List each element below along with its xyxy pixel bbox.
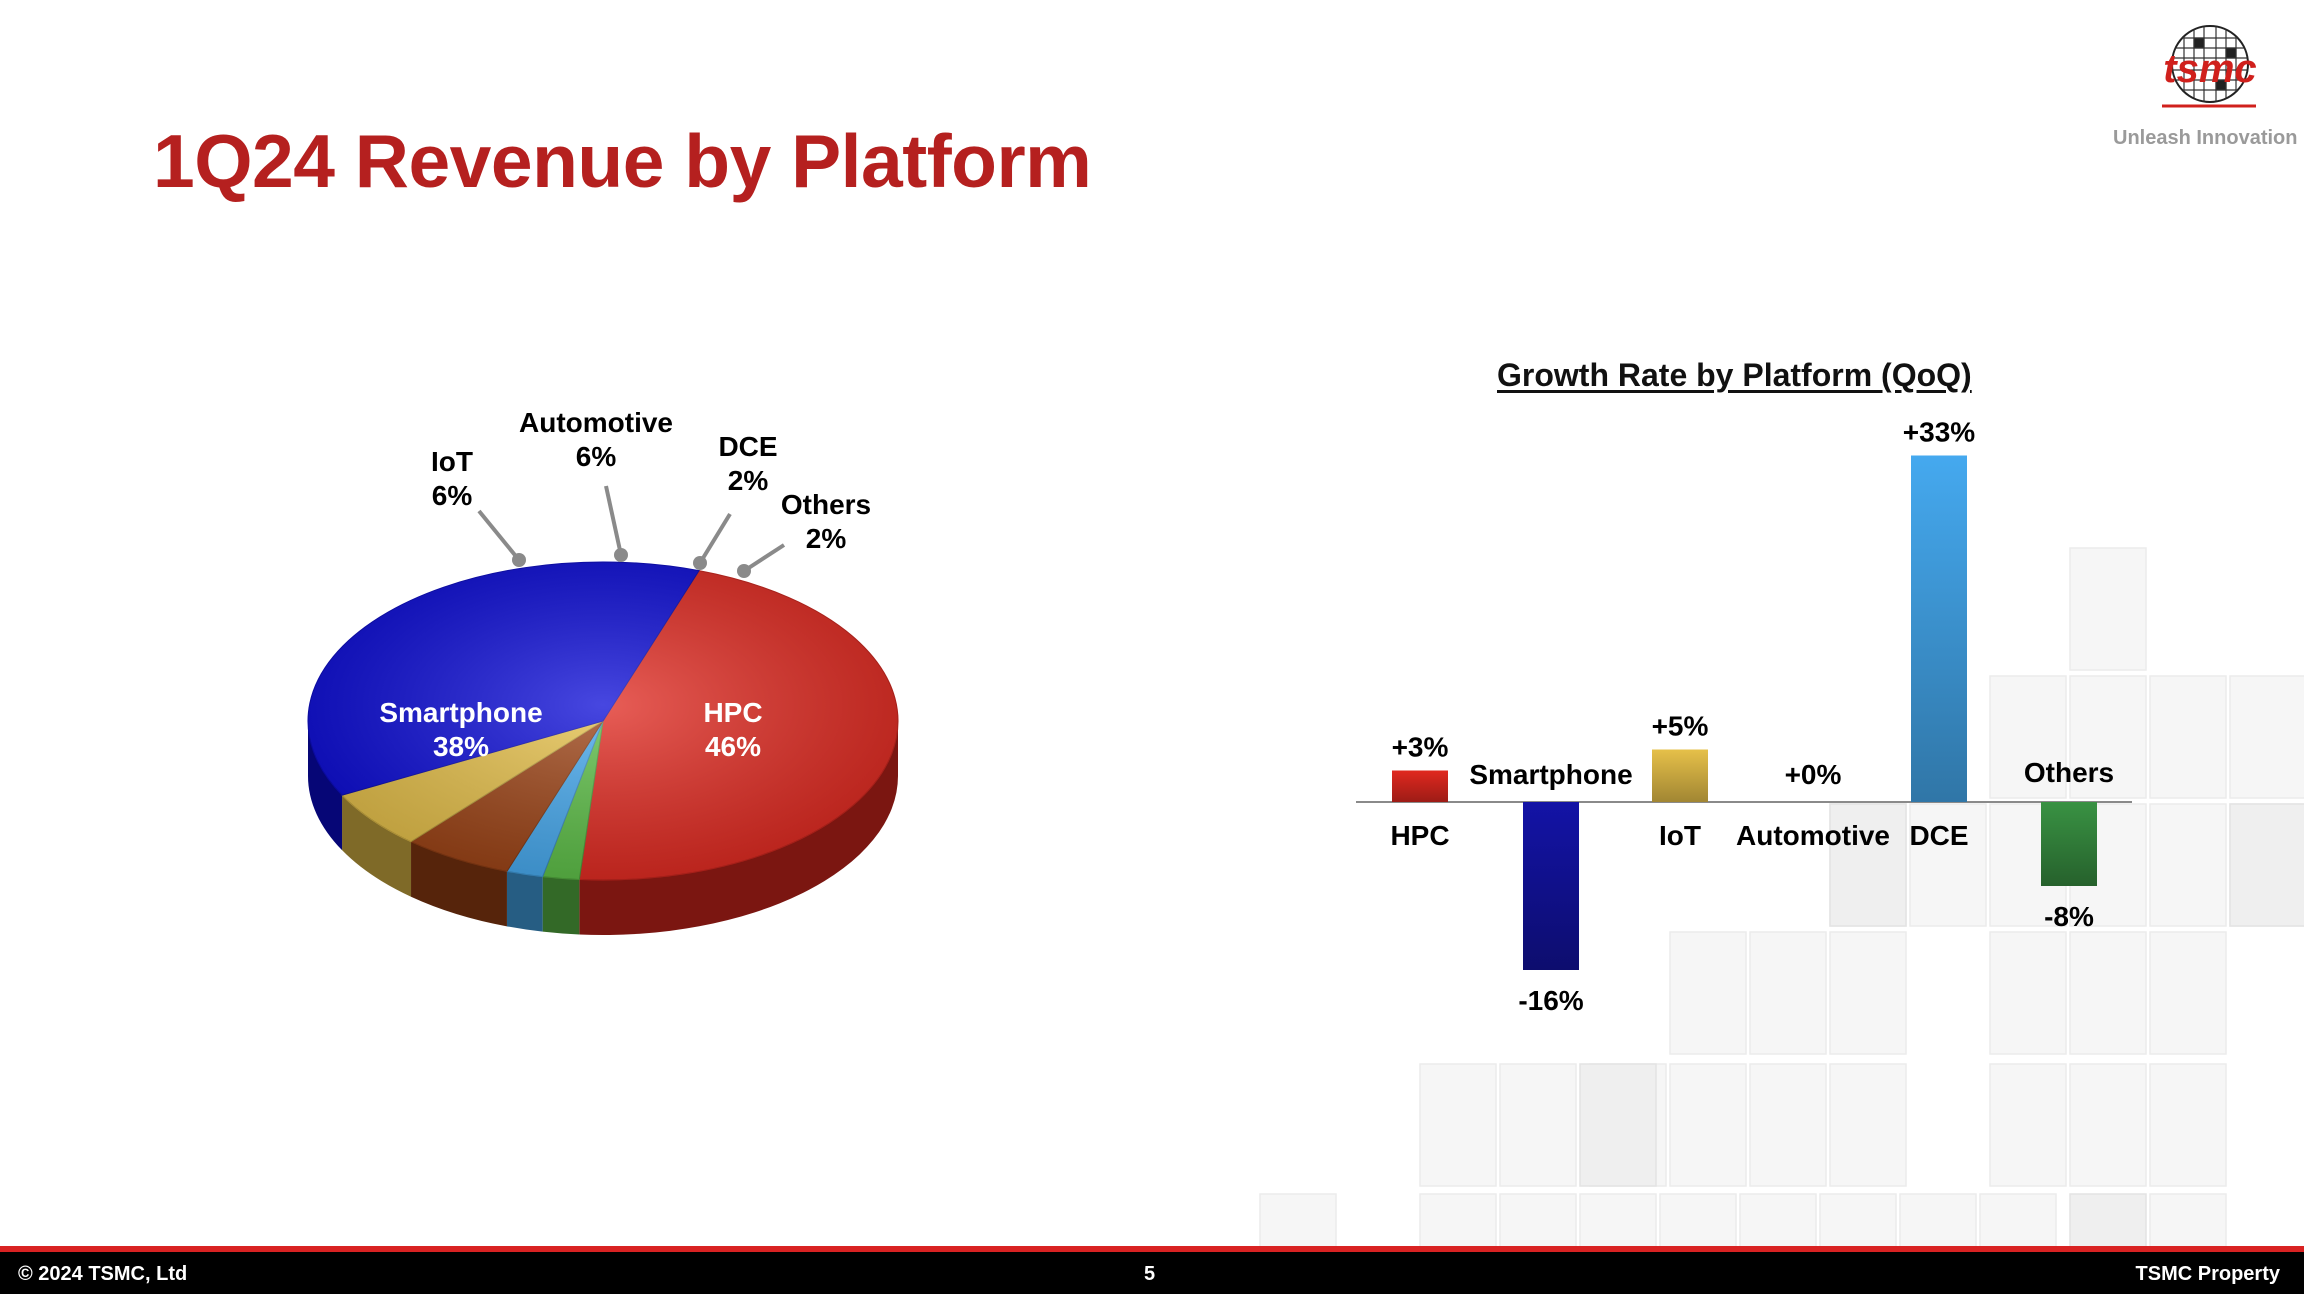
pie-leader-others: [742, 543, 786, 573]
bar-chart-title: Growth Rate by Platform (QoQ): [1497, 357, 1972, 393]
pie-value-hpc: 46%: [705, 731, 761, 762]
footer-page-number: 5: [1144, 1263, 1156, 1285]
footer-accent-line: [0, 1246, 2304, 1252]
pie-leader-dce: [698, 512, 732, 565]
bar-others: [2041, 802, 2097, 886]
bar-smartphone: [1523, 802, 1579, 970]
bar-value-smartphone: -16%: [1518, 985, 1583, 1016]
pie-side-others: [542, 876, 580, 935]
pie-label-dce: DCE: [718, 431, 777, 462]
bar-category-iot: IoT: [1659, 820, 1701, 851]
bar-value-hpc: +3%: [1392, 732, 1449, 763]
pie-leader-dot-others: [737, 564, 751, 578]
pie-leader-dot-automotive: [614, 548, 628, 562]
bar-category-automotive: Automotive: [1736, 820, 1890, 851]
bar-iot: [1652, 749, 1708, 802]
bar-category-others: Others: [2024, 757, 2114, 788]
bar-category-dce: DCE: [1909, 820, 1968, 851]
bar-labels: +3% HPC -16% Smartphone +5% IoT +0% Automotive +…: [1390, 417, 2114, 1017]
pie-value-automotive: 6%: [576, 441, 617, 472]
pie-side-dce: [506, 871, 543, 932]
bars: [1392, 455, 2097, 970]
tagline: Unleash Innovation: [2113, 127, 2298, 149]
page-title: 1Q24 Revenue by Platform: [153, 119, 1092, 203]
pie-leader-iot: [477, 509, 521, 562]
pie-leader-dot-dce: [693, 556, 707, 570]
pie-label-automotive: Automotive: [519, 407, 673, 438]
bar-value-others: -8%: [2044, 901, 2094, 932]
pie-value-dce: 2%: [728, 465, 769, 496]
bar-category-hpc: HPC: [1390, 820, 1449, 851]
logo-text: tsmc: [2163, 47, 2256, 91]
pie-side-hpc: [579, 721, 898, 935]
pie-labels: HPC46%Others2%DCE2%Automotive6%IoT6%Smar…: [379, 407, 871, 762]
pie-leader-dot-iot: [512, 553, 526, 567]
pie-label-others: Others: [781, 489, 871, 520]
pie-label-iot: IoT: [431, 446, 473, 477]
bar-value-dce: +33%: [1903, 417, 1975, 448]
footer-property: TSMC Property: [2135, 1263, 2280, 1285]
bar-dce: [1911, 455, 1967, 802]
pie-label-smartphone: Smartphone: [379, 697, 542, 728]
bar-value-iot: +5%: [1652, 711, 1709, 742]
bar-value-automotive: +0%: [1785, 759, 1842, 790]
pie-label-hpc: HPC: [703, 697, 762, 728]
bar-hpc: [1392, 770, 1448, 802]
tsmc-logo: tsmc: [2162, 25, 2257, 108]
footer-copyright: © 2024 TSMC, Ltd: [18, 1263, 188, 1285]
pie-value-others: 2%: [806, 523, 847, 554]
pie-leader-automotive: [604, 485, 623, 556]
footer: © 2024 TSMC, Ltd 5 TSMC Property: [0, 1252, 2304, 1294]
bar-category-smartphone: Smartphone: [1469, 759, 1632, 790]
pie-value-iot: 6%: [432, 480, 473, 511]
pie-value-smartphone: 38%: [433, 731, 489, 762]
